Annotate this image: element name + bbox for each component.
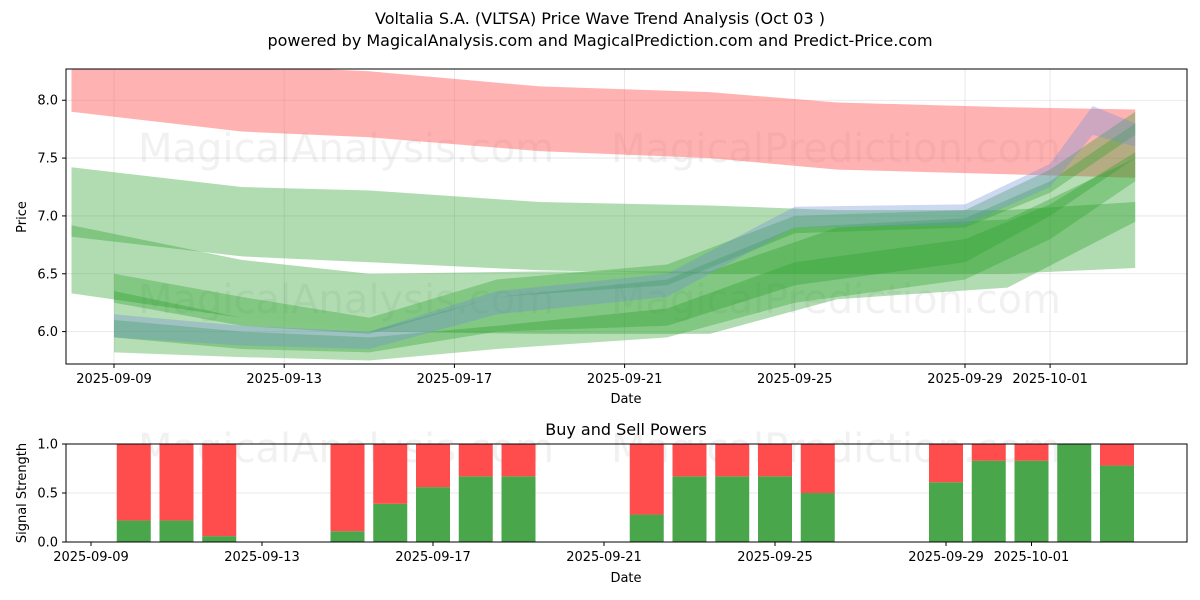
signal-y-axis-label: Signal Strength	[15, 443, 30, 543]
main-x-tick-label: 2025-09-21	[587, 372, 663, 387]
buy-bar	[1014, 460, 1049, 542]
buy-bar	[971, 460, 1006, 542]
buy-bar	[758, 476, 792, 542]
upper-green-band	[71, 167, 1136, 274]
signal-y-axis: 0.0 0.5 1.0	[37, 438, 66, 551]
main-x-axis-label: Date	[610, 392, 641, 407]
sell-bar	[202, 444, 237, 537]
sell-bar	[629, 444, 664, 515]
price-bands	[71, 69, 1136, 361]
sell-bar	[330, 444, 365, 532]
buy-bar	[116, 520, 151, 542]
chart-title: Voltalia S.A. (VLTSA) Price Wave Trend A…	[375, 9, 825, 28]
sell-bar	[373, 444, 408, 504]
sell-bar	[458, 444, 493, 477]
signal-y-tick-label: 0.5	[37, 487, 58, 502]
sell-bar	[758, 444, 792, 477]
buy-bar	[159, 520, 194, 542]
signal-x-tick-label: 2025-09-21	[566, 550, 642, 565]
sell-bar	[501, 444, 536, 477]
main-x-tick-label: 2025-09-17	[417, 372, 493, 387]
main-x-tick-label: 2025-10-01	[1012, 372, 1088, 387]
price-wave-3	[114, 152, 1136, 361]
main-y-tick-label: 8.0	[37, 94, 58, 109]
signal-chart-title: Buy and Sell Powers	[545, 420, 707, 439]
price-wave-blue	[114, 106, 1136, 349]
buy-bar	[929, 482, 963, 542]
buy-bar	[458, 476, 493, 542]
main-y-tick-label: 6.5	[37, 267, 58, 282]
sell-bar	[971, 444, 1006, 461]
signal-bars	[116, 444, 1134, 542]
sell-bar	[416, 444, 450, 488]
buy-bar	[715, 476, 750, 542]
buy-bar	[672, 476, 707, 542]
watermark-mid-left: MagicalAnalysis.com	[138, 277, 554, 323]
signal-y-tick-label: 1.0	[37, 438, 58, 453]
main-x-tick-label: 2025-09-25	[757, 372, 833, 387]
lower-green-band	[71, 158, 1136, 334]
signal-x-axis-label: Date	[610, 571, 641, 586]
main-y-axis-label: Price	[15, 201, 30, 233]
buy-bar	[373, 503, 408, 542]
signal-x-axis: 2025-09-09 2025-09-13 2025-09-17 2025-09-21…	[53, 542, 1069, 565]
sell-bar	[929, 444, 963, 483]
watermark-mid-right: MagicalPrediction.com	[611, 277, 1061, 323]
main-x-axis: 2025-09-09 2025-09-13 2025-09-17 2025-09-21…	[76, 364, 1088, 387]
price-wave-1	[114, 111, 1136, 334]
main-y-tick-label: 7.0	[37, 209, 58, 224]
signal-x-tick-label: 2025-09-25	[737, 550, 813, 565]
buy-bar	[330, 531, 365, 542]
resistance-band	[71, 69, 1136, 178]
sell-bar	[1100, 444, 1134, 466]
signal-x-tick-label: 2025-09-29	[908, 550, 984, 565]
main-x-tick-label: 2025-09-29	[927, 372, 1003, 387]
main-y-tick-label: 6.0	[37, 325, 58, 340]
sell-bar	[715, 444, 750, 477]
sell-bar	[116, 444, 151, 521]
signal-x-tick-label: 2025-10-01	[994, 550, 1070, 565]
signal-x-tick-label: 2025-09-17	[395, 550, 471, 565]
main-y-tick-label: 7.5	[37, 152, 58, 167]
sell-bar	[672, 444, 707, 477]
buy-bar	[629, 514, 664, 542]
sell-bar	[159, 444, 194, 521]
sell-bar	[800, 444, 835, 493]
buy-bar	[1057, 444, 1092, 542]
buy-bar	[416, 487, 450, 542]
main-x-tick-label: 2025-09-13	[246, 372, 322, 387]
chart-subtitle: powered by MagicalAnalysis.com and Magic…	[267, 31, 933, 50]
main-x-tick-label: 2025-09-09	[76, 372, 152, 387]
signal-y-tick-label: 0.0	[37, 536, 58, 551]
signal-x-tick-label: 2025-09-09	[53, 550, 129, 565]
buy-bar	[202, 536, 237, 542]
signal-x-tick-label: 2025-09-13	[224, 550, 300, 565]
price-wave-2	[114, 123, 1136, 353]
sell-bar	[1014, 444, 1049, 461]
main-plot-frame	[65, 68, 1188, 365]
buy-bar	[800, 493, 835, 542]
buy-bar	[1100, 465, 1134, 542]
buy-bar	[501, 476, 536, 542]
main-y-axis: 6.0 6.5 7.0 7.5 8.0	[37, 94, 66, 340]
